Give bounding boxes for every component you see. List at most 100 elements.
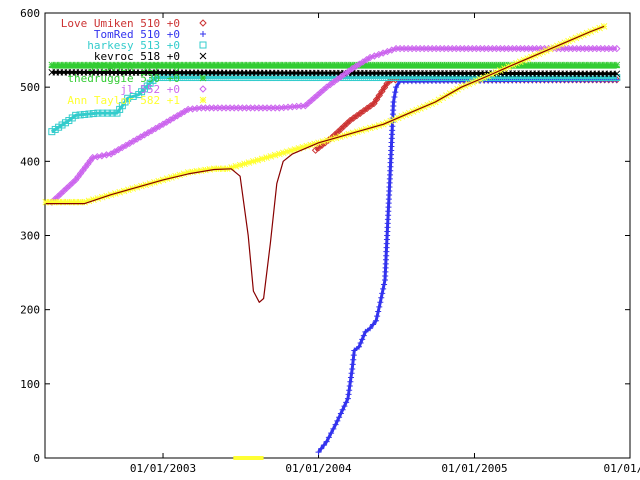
data-point [252,74,260,82]
data-point [600,22,608,30]
data-point [497,61,504,69]
data-point [72,111,80,119]
data-point [208,74,216,82]
data-point [197,167,205,174]
data-point [303,142,311,150]
data-point [188,74,196,82]
data-point [545,61,553,69]
data-point [485,61,492,69]
series-layer [42,22,621,460]
data-point [521,61,528,69]
data-point [232,162,240,170]
data-point [377,299,384,306]
data-point [240,74,248,82]
data-point [160,74,168,82]
data-point [445,61,452,69]
data-point [348,61,356,69]
data-point [260,74,268,82]
data-point [52,61,60,69]
x-tick-label: 01/01/2005 [441,462,507,475]
data-point [385,61,392,69]
data-point [307,141,315,149]
data-point [565,61,573,69]
data-point [176,171,184,179]
data-point [193,167,201,175]
data-point [533,61,541,69]
series-line [45,25,605,303]
data-point [308,61,316,69]
data-point [469,61,476,69]
data-point [268,74,276,82]
data-point [284,61,292,69]
data-point [361,61,368,69]
data-point [360,332,367,339]
data-point [232,61,240,69]
data-point [328,61,336,69]
data-point [341,403,348,410]
data-point [365,61,372,69]
data-point [68,61,76,69]
data-point [271,151,279,159]
data-point [375,308,382,315]
data-point [433,61,440,69]
data-point [597,61,605,69]
data-point [356,343,363,350]
legend-label: kevroc 518 +0 [94,50,180,63]
legend-label: harkesy 513 +0 [87,39,180,52]
data-point [258,155,266,163]
data-point [529,61,537,69]
data-point [220,74,228,82]
data-point [136,61,144,69]
data-point [367,325,374,332]
data-point [393,61,400,69]
data-point [184,74,192,82]
data-point [489,61,496,69]
data-point [328,430,335,437]
data-point [164,74,172,82]
data-point [346,387,353,394]
data-point [613,44,621,53]
data-point [549,61,557,69]
data-point [268,61,276,69]
data-point [339,406,346,413]
data-point [296,61,304,69]
data-point [332,61,340,69]
data-point [288,74,296,82]
data-point [292,74,300,82]
data-point [189,168,196,176]
data-point [350,356,357,363]
y-tick-label: 600 [20,7,40,20]
data-point [323,438,330,445]
data-point [601,61,609,69]
data-point [168,74,176,82]
data-point [210,165,218,173]
data-point [392,89,399,96]
data-point [397,61,404,69]
data-point [291,146,299,153]
data-point [340,61,348,69]
data-point [320,74,328,82]
data-point [64,61,72,69]
data-point [316,74,324,82]
data-point [377,61,384,69]
data-point [236,161,244,169]
legend-label: jl 552 +0 [120,83,180,96]
data-point [461,61,468,69]
data-point [260,61,268,69]
data-point [300,61,308,69]
data-point [108,61,116,69]
data-point [437,61,444,69]
series-line [314,78,617,152]
data-point [204,61,212,69]
data-point [569,61,577,69]
data-point [283,148,291,156]
data-point [613,61,621,69]
data-point [457,61,464,69]
data-point [196,61,204,69]
data-point [188,61,196,69]
data-point [236,61,244,69]
y-tick-label: 200 [20,304,40,317]
data-point [152,74,160,82]
legend-marker [199,19,207,27]
data-point [347,378,354,385]
